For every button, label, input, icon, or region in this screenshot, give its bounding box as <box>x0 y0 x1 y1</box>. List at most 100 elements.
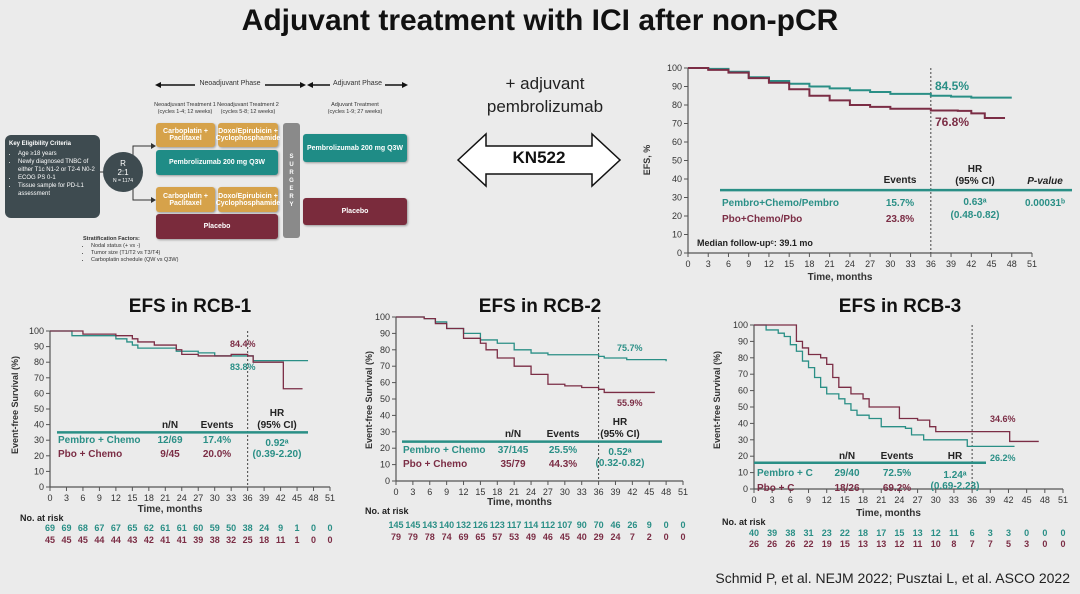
table-arm-label: Pembro + Chemo <box>403 445 486 456</box>
at-risk-value: 3 <box>1006 528 1011 538</box>
at-risk-value: 78 <box>425 532 435 542</box>
x-tick-label: 18 <box>492 487 502 497</box>
at-risk-value: 46 <box>610 520 620 530</box>
at-risk-value: 65 <box>127 523 137 533</box>
table-header: (95% CI) <box>955 176 994 187</box>
x-tick-label: 42 <box>276 493 286 503</box>
at-risk-value: 69 <box>61 523 71 533</box>
at-risk-value: 9 <box>647 520 652 530</box>
at-risk-value: 68 <box>78 523 88 533</box>
table-events: 17.4% <box>203 435 231 446</box>
x-tick-label: 27 <box>865 259 875 269</box>
neo2-title: Neoadjuvant Treatment 2 <box>217 102 279 108</box>
y-tick-label: 0 <box>39 482 44 492</box>
at-risk-value: 90 <box>577 520 587 530</box>
table-ci: (0.48-0.82) <box>951 210 1000 221</box>
table-header: HR <box>613 417 628 428</box>
at-risk-value: 31 <box>804 528 814 538</box>
at-risk-value: 0 <box>311 523 316 533</box>
stratification-factors: Stratification Factors: Nodal status (+ … <box>83 236 178 264</box>
at-risk-value: 13 <box>876 539 886 549</box>
at-risk-value: 114 <box>524 520 539 530</box>
km-curve-pembro <box>50 330 309 362</box>
x-tick-label: 36 <box>243 493 253 503</box>
at-risk-value: 40 <box>749 528 759 538</box>
at-risk-value: 1 <box>295 535 300 545</box>
at-risk-value: 79 <box>408 532 418 542</box>
y-tick-label: 80 <box>672 100 682 110</box>
x-tick-label: 0 <box>393 487 398 497</box>
at-risk-value: 42 <box>144 535 154 545</box>
x-tick-label: 3 <box>410 487 415 497</box>
at-risk-value: 6 <box>970 528 975 538</box>
table-ci: (0.69-2.23) <box>931 481 980 492</box>
y-tick-label: 0 <box>385 476 390 486</box>
at-risk-value: 107 <box>557 520 572 530</box>
x-tick-label: 18 <box>804 259 814 269</box>
y-tick-label: 60 <box>34 388 44 398</box>
at-risk-label: No. at risk <box>365 506 410 516</box>
y-tick-label: 30 <box>34 435 44 445</box>
at-risk-value: 32 <box>226 535 236 545</box>
y-tick-label: 50 <box>34 404 44 414</box>
at-risk-value: 26 <box>749 539 759 549</box>
chart-title-rcb3: EFS in RCB-3 <box>838 296 962 317</box>
at-risk-value: 12 <box>931 528 941 538</box>
y-tick-label: 10 <box>380 460 390 470</box>
x-tick-label: 9 <box>746 259 751 269</box>
table-n: 9/45 <box>160 449 180 460</box>
table-hr: 0.52ᵃ <box>608 447 631 458</box>
at-risk-value: 46 <box>543 532 553 542</box>
table-arm-label: Pbo + C <box>757 483 795 494</box>
carboplatin-box-placebo-arm: Carboplatin + Paclitaxel <box>156 187 215 212</box>
x-tick-label: 30 <box>210 493 220 503</box>
at-risk-value: 3 <box>1024 539 1029 549</box>
x-tick-label: 45 <box>292 493 302 503</box>
at-risk-value: 50 <box>226 523 236 533</box>
y-tick-label: 70 <box>34 373 44 383</box>
x-tick-label: 24 <box>845 259 855 269</box>
at-risk-value: 60 <box>193 523 203 533</box>
table-events: 20.0% <box>203 449 231 460</box>
adjuvant-pembro-text: + adjuvant pembrolizumab <box>470 72 620 118</box>
neo1-title: Neoadjuvant Treatment 1 <box>154 102 216 108</box>
x-tick-label: 48 <box>1007 259 1017 269</box>
y-tick-label: 20 <box>738 451 748 461</box>
at-risk-value: 8 <box>951 539 956 549</box>
x-tick-label: 48 <box>309 493 319 503</box>
y-tick-label: 70 <box>380 361 390 371</box>
km-curve-placebo <box>754 324 1039 443</box>
y-tick-label: 60 <box>672 137 682 147</box>
adj-sub: (cycles 1-9; 27 weeks) <box>327 109 383 115</box>
at-risk-value: 45 <box>560 532 570 542</box>
at-risk-value: 26 <box>627 520 637 530</box>
at-risk-value: 61 <box>160 523 170 533</box>
at-risk-value: 25 <box>243 535 253 545</box>
table-header: Events <box>201 420 234 431</box>
table-header: Events <box>881 451 914 462</box>
surgery-letter: Y <box>289 201 294 208</box>
y-tick-label: 100 <box>29 326 44 336</box>
y-tick-label: 10 <box>34 466 44 476</box>
at-risk-value: 38 <box>243 523 253 533</box>
at-risk-value: 0 <box>1060 539 1065 549</box>
x-tick-label: 30 <box>885 259 895 269</box>
y-axis-label: Event-free Survival (%) <box>10 356 20 454</box>
table-p-value: 0.00031ᵇ <box>1025 198 1065 209</box>
at-risk-value: 0 <box>664 532 669 542</box>
at-risk-value: 13 <box>858 539 868 549</box>
at-risk-value: 49 <box>526 532 536 542</box>
x-tick-label: 33 <box>577 487 587 497</box>
y-tick-label: 10 <box>738 468 748 478</box>
km-curve-placebo <box>396 316 655 394</box>
neoadjuvant-phase-label: Neoadjuvant Phase <box>195 80 265 87</box>
carboplatin-box-pembro-arm: Carboplatin + Paclitaxel <box>156 123 215 147</box>
neo2-sub: (cycles 5-8; 12 weeks) <box>220 109 276 115</box>
x-tick-label: 12 <box>822 495 832 505</box>
y-tick-label: 50 <box>380 394 390 404</box>
x-tick-label: 27 <box>193 493 203 503</box>
placebo-adj-box: Placebo <box>303 198 407 225</box>
at-risk-label: No. at risk <box>20 513 65 523</box>
x-tick-label: 3 <box>706 259 711 269</box>
table-events: 15.7% <box>886 198 914 209</box>
